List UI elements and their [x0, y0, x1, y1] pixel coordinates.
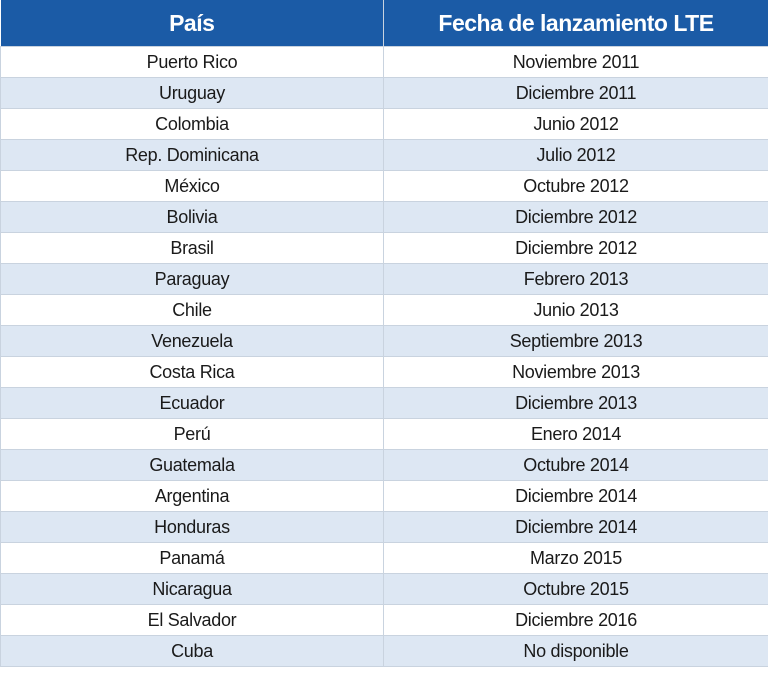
date-cell: Diciembre 2012 [383, 201, 768, 233]
country-cell: Nicaragua [0, 573, 384, 605]
date-cell: Diciembre 2014 [383, 480, 768, 512]
country-cell: Costa Rica [0, 356, 384, 388]
table-row: Cuba No disponible [0, 635, 768, 667]
table-row: Honduras Diciembre 2014 [0, 511, 768, 543]
header-cell: País [0, 0, 384, 47]
table-body: Puerto Rico Noviembre 2011 Uruguay Diciembr… [0, 46, 768, 667]
date-cell: Julio 2012 [383, 139, 768, 171]
table-row: Brasil Diciembre 2012 [0, 232, 768, 264]
table-row: Bolivia Diciembre 2012 [0, 201, 768, 233]
country-cell: Chile [0, 294, 384, 326]
country-cell: Uruguay [0, 77, 384, 109]
date-cell: Octubre 2014 [383, 449, 768, 481]
country-cell: Paraguay [0, 263, 384, 295]
date-cell: Diciembre 2013 [383, 387, 768, 419]
date-cell: Junio 2012 [383, 108, 768, 140]
header-row: País Fecha de lanzamiento LTE [0, 0, 768, 47]
country-cell: Brasil [0, 232, 384, 264]
date-cell: Noviembre 2011 [383, 46, 768, 78]
date-cell: Marzo 2015 [383, 542, 768, 574]
date-cell: Junio 2013 [383, 294, 768, 326]
table-row: Nicaragua Octubre 2015 [0, 573, 768, 605]
date-cell: No disponible [383, 635, 768, 667]
country-cell: Colombia [0, 108, 384, 140]
table-row: Argentina Diciembre 2014 [0, 480, 768, 512]
country-cell: Perú [0, 418, 384, 450]
date-cell: Diciembre 2014 [383, 511, 768, 543]
date-cell: Septiembre 2013 [383, 325, 768, 357]
country-cell: Argentina [0, 480, 384, 512]
date-cell: Enero 2014 [383, 418, 768, 450]
table-row: Colombia Junio 2012 [0, 108, 768, 140]
date-cell: Diciembre 2011 [383, 77, 768, 109]
country-cell: Venezuela [0, 325, 384, 357]
table-row: Perú Enero 2014 [0, 418, 768, 450]
date-cell: Diciembre 2012 [383, 232, 768, 264]
country-cell: El Salvador [0, 604, 384, 636]
country-cell: México [0, 170, 384, 202]
header-cell: Fecha de lanzamiento LTE [383, 0, 768, 47]
country-cell: Guatemala [0, 449, 384, 481]
country-cell: Puerto Rico [0, 46, 384, 78]
table-row: Paraguay Febrero 2013 [0, 263, 768, 295]
date-cell: Febrero 2013 [383, 263, 768, 295]
table-row: Uruguay Diciembre 2011 [0, 77, 768, 109]
date-cell: Octubre 2015 [383, 573, 768, 605]
country-cell: Rep. Dominicana [0, 139, 384, 171]
table-row: Rep. Dominicana Julio 2012 [0, 139, 768, 171]
table-row: Venezuela Septiembre 2013 [0, 325, 768, 357]
date-cell: Noviembre 2013 [383, 356, 768, 388]
country-cell: Ecuador [0, 387, 384, 419]
table-row: México Octubre 2012 [0, 170, 768, 202]
country-cell: Cuba [0, 635, 384, 667]
country-cell: Honduras [0, 511, 384, 543]
table-row: Costa Rica Noviembre 2013 [0, 356, 768, 388]
table-row: El Salvador Diciembre 2016 [0, 604, 768, 636]
date-cell: Octubre 2012 [383, 170, 768, 202]
table-row: Chile Junio 2013 [0, 294, 768, 326]
table-row: Puerto Rico Noviembre 2011 [0, 46, 768, 78]
table-row: Panamá Marzo 2015 [0, 542, 768, 574]
date-cell: Diciembre 2016 [383, 604, 768, 636]
country-cell: Bolivia [0, 201, 384, 233]
country-cell: Panamá [0, 542, 384, 574]
table-row: Ecuador Diciembre 2013 [0, 387, 768, 419]
table-row: Guatemala Octubre 2014 [0, 449, 768, 481]
